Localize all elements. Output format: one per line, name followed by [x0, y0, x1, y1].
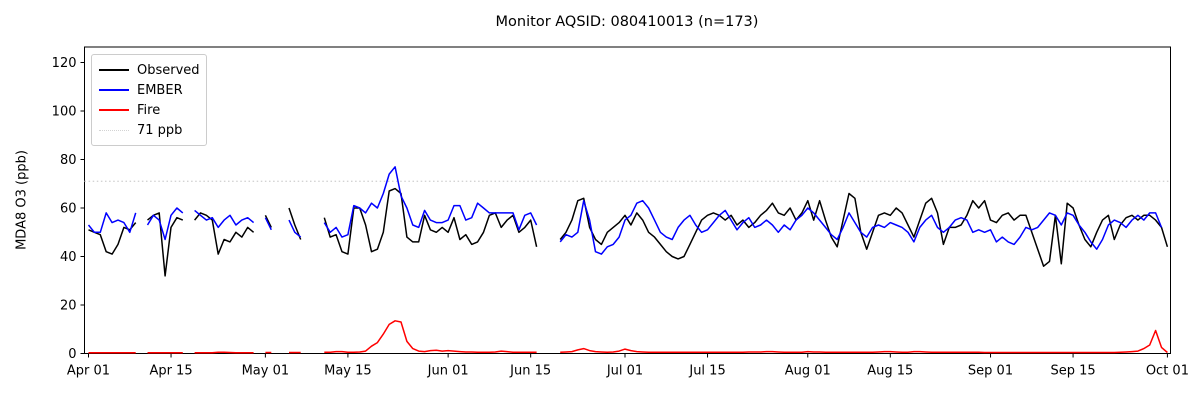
x-tick-label: Apr 01 [67, 364, 110, 379]
x-tick-label: May 01 [242, 364, 290, 379]
y-tick-label: 20 [60, 299, 77, 314]
x-tick-label: May 15 [324, 364, 372, 379]
legend-label-ember: EMBER [137, 82, 183, 98]
ember-line-swatch [99, 89, 129, 91]
legend-label-observed: Observed [137, 62, 200, 78]
y-tick-label: 120 [52, 56, 77, 71]
legend-item-ember: EMBER [99, 80, 198, 100]
axes-frame [84, 46, 1171, 354]
fire-line-swatch [99, 109, 129, 111]
chart-title: Monitor AQSID: 080410013 (n=173) [495, 14, 759, 30]
observed-line-swatch [99, 69, 129, 71]
y-tick-label: 100 [52, 105, 77, 120]
y-tick-label: 0 [68, 347, 76, 362]
y-tick-label: 40 [60, 250, 77, 265]
x-tick-label: Jul 01 [606, 364, 643, 379]
y-axis-label: MDA8 O3 (ppb) [14, 150, 30, 250]
legend-label-fire: Fire [137, 102, 161, 118]
legend-item-observed: Observed [99, 60, 200, 80]
legend: Observed EMBER Fire 71 ppb [91, 54, 207, 146]
x-tick-label: Sep 15 [1050, 364, 1095, 379]
threshold-line-swatch [99, 129, 129, 131]
legend-item-fire: Fire [99, 100, 198, 120]
y-tick-label: 60 [60, 202, 77, 217]
x-tick-label: Jun 15 [509, 364, 551, 379]
legend-item-threshold: 71 ppb [99, 120, 198, 140]
x-tick-label: Aug 15 [867, 364, 913, 379]
x-tick-label: Jul 15 [688, 364, 725, 379]
x-tick-label: Sep 01 [968, 364, 1013, 379]
y-tick-label: 80 [60, 153, 77, 168]
x-tick-label: Oct 01 [1146, 364, 1189, 379]
legend-label-threshold: 71 ppb [137, 122, 183, 138]
x-tick-label: Apr 15 [149, 364, 192, 379]
x-tick-label: Jun 01 [427, 364, 469, 379]
ember-line [87, 166, 1163, 255]
observed-line [88, 187, 1169, 277]
x-tick-label: Aug 01 [785, 364, 831, 379]
fire-line [88, 320, 1168, 354]
